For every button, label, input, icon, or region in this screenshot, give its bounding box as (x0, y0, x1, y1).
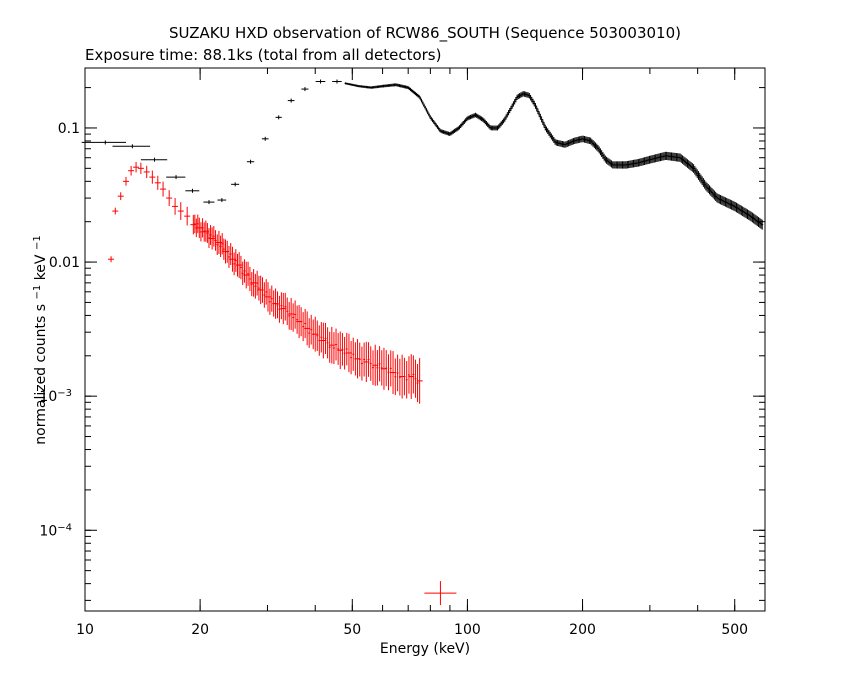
y-axis-label: normalized counts s −1 keV −1 (32, 235, 50, 444)
x-tick-label: 100 (454, 622, 481, 638)
y-tick-label: 10−4 (39, 522, 72, 540)
x-tick-label: 500 (721, 622, 748, 638)
y-axis-label-text: normalized counts s (33, 304, 49, 445)
data-marks (81, 79, 764, 606)
y-tick-label: 0.1 (58, 121, 80, 137)
y-axis-label-sup1: −1 (32, 285, 43, 300)
y-axis-label-mid: keV (33, 254, 49, 280)
y-tick-exp: −4 (57, 522, 72, 533)
x-axis-label: Energy (keV) (380, 641, 470, 657)
chart-title: SUZAKU HXD observation of RCW86_SOUTH (S… (169, 24, 681, 43)
y-tick-label: 10−3 (39, 388, 72, 406)
chart-subtitle: Exposure time: 88.1ks (total from all de… (85, 46, 441, 64)
plot-frame (84, 67, 766, 612)
y-tick-exp: −3 (57, 388, 72, 399)
y-tick-label: 0.01 (49, 255, 80, 271)
x-tick-label: 20 (191, 622, 209, 638)
y-axis-label-sup2: −1 (32, 235, 43, 250)
x-axis-ticks: 10 20 50 100 200 500 (76, 68, 766, 638)
y-tick-base: 10 (39, 389, 57, 405)
x-tick-label: 10 (76, 622, 94, 638)
y-tick-base: 0.1 (58, 121, 80, 137)
x-tick-label: 200 (569, 622, 596, 638)
y-tick-base: 0.01 (49, 255, 80, 271)
x-tick-label: 50 (343, 622, 361, 638)
y-tick-base: 10 (39, 523, 57, 539)
